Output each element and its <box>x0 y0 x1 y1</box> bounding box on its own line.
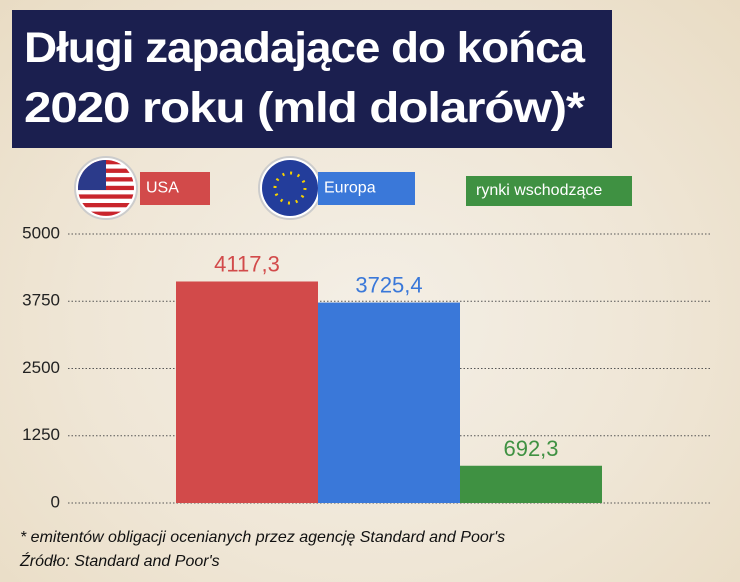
chart-title: 2020 roku (mld dolarów)* <box>24 84 585 132</box>
legend-swatch <box>466 176 632 206</box>
y-tick-label: 5000 <box>22 223 60 242</box>
y-tick-label: 2500 <box>22 358 60 377</box>
legend-swatch <box>140 172 210 205</box>
bar <box>176 281 318 503</box>
y-tick-label: 1250 <box>22 425 60 444</box>
y-tick-label: 0 <box>51 492 60 511</box>
legend-label: rynki wschodzące <box>476 182 602 199</box>
bar <box>460 465 602 503</box>
value-label: 3725,4 <box>355 273 422 298</box>
legend-swatch <box>318 172 415 205</box>
legend-label: Europa <box>324 180 376 197</box>
footnote: * emitentów obligacji ocenianych przez a… <box>20 529 505 546</box>
flag-usa <box>74 156 138 220</box>
value-label: 4117,3 <box>214 251 280 276</box>
y-tick-label: 3750 <box>22 291 60 310</box>
bar <box>318 302 460 503</box>
chart-title: Długi zapadające do końca <box>24 24 586 72</box>
title-box <box>12 10 612 148</box>
legend-label: USA <box>146 180 179 197</box>
flag-eu <box>258 156 322 220</box>
value-label: 692,3 <box>503 436 558 461</box>
source: Źródło: Standard and Poor's <box>19 551 220 570</box>
